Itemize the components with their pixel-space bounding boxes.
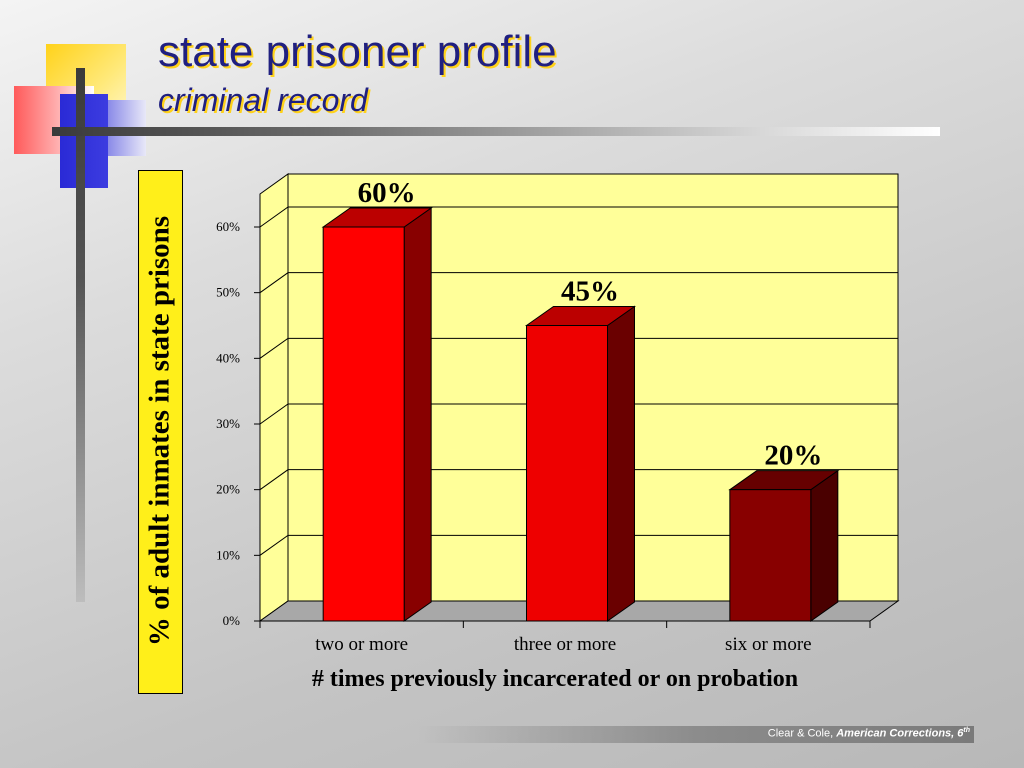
decor-vertical-rule [76,68,85,602]
bar-data-label: 20% [764,440,822,472]
y-tick-label: 10% [216,547,240,562]
slide-title: state prisoner profile [158,27,557,76]
slide-subtitle: criminal record [158,82,368,118]
bar-data-label: 45% [561,276,619,308]
decor-horizontal-rule [52,127,940,136]
gridline [259,272,898,294]
footer-bar [418,726,974,743]
bar-side [403,207,432,622]
bar [729,489,812,622]
x-axis-label: # times previously incarcerated or on pr… [312,666,798,692]
footer-edition-sup: th [963,727,970,734]
bar [526,325,608,622]
bar-side [810,469,839,622]
footer-author: Clear & Cole, [767,727,837,740]
footer-book-title: American Corrections, 6 [836,727,964,740]
y-tick-label: 50% [216,285,240,300]
gridline [259,403,898,425]
gridline [259,337,898,359]
gridline [259,206,898,228]
y-tick-label: 60% [216,219,240,234]
y-axis-label-box [138,170,183,694]
x-tick-label: three or more [514,634,616,655]
bar-side [607,305,635,622]
y-tick-label: 0% [223,613,241,628]
x-tick-label: two or more [315,634,408,655]
gridline [259,469,898,491]
gridline [259,534,898,556]
x-tick-label: six or more [725,634,812,655]
bar [322,226,405,622]
plot-side-wall [259,173,289,622]
y-tick-label: 20% [216,482,240,497]
y-tick-label: 40% [216,350,240,365]
y-tick-label: 30% [216,416,240,431]
bar-data-label: 60% [358,177,416,209]
footer-citation: Clear & Cole, American Corrections, 6th [768,727,970,740]
